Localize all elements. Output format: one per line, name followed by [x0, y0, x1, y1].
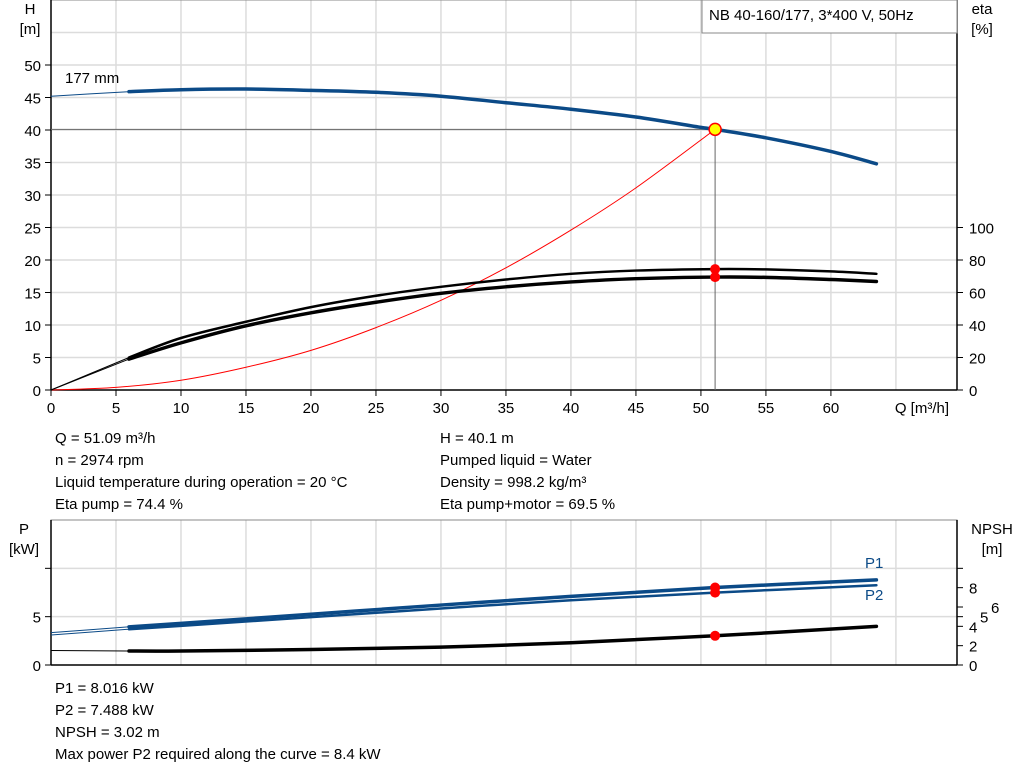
eta-pump-motor-point	[710, 272, 721, 283]
eta-pump-motor-curve	[127, 275, 879, 361]
y-axis-label: [m]	[20, 21, 41, 38]
y-right-tick-label: 40	[969, 318, 986, 335]
y-right-axis-label: eta	[972, 1, 994, 18]
info-top-right: H = 40.1 m Pumped liquid = Water Density…	[440, 428, 615, 516]
y-axis-label: H	[25, 1, 36, 18]
y-tick-label: 25	[24, 221, 41, 238]
x-tick-label: 30	[433, 400, 450, 417]
info-p2: P2 = 7.488 kW	[55, 702, 154, 719]
npsh-axis-label: NPSH	[971, 521, 1013, 538]
duty-point	[708, 122, 722, 137]
info-npsh: NPSH = 3.02 m	[55, 724, 160, 741]
x-tick-label: 55	[758, 400, 775, 417]
npsh-axis-label: [m]	[982, 541, 1003, 558]
x-tick-label: 5	[112, 400, 120, 417]
y-right-tick-label: 20	[969, 351, 986, 368]
y-tick-label: 0	[33, 658, 41, 675]
y-tick-label: 35	[24, 156, 41, 173]
info-p1: P1 = 8.016 kW	[55, 680, 154, 697]
info-top-left: Q = 51.09 m³/h n = 2974 rpm Liquid tempe…	[55, 428, 347, 516]
info-eta-pump-motor: Eta pump+motor = 69.5 %	[440, 496, 616, 513]
info-flow: Q = 51.09 m³/h	[55, 430, 156, 447]
info-bottom: P1 = 8.016 kW P2 = 7.488 kW NPSH = 3.02 …	[55, 678, 381, 766]
system-curve	[50, 128, 716, 391]
y-right-tick-label: 8	[969, 581, 977, 598]
x-tick-label: 40	[563, 400, 580, 417]
p2-curve-thin	[50, 628, 130, 636]
info-density: Density = 998.2 kg/m³	[440, 474, 587, 491]
y-right-tick-label: 0	[969, 383, 977, 400]
x-tick-label: 10	[173, 400, 190, 417]
y-right-tick-label: 5	[980, 610, 988, 627]
p2-label: P2	[865, 587, 883, 604]
eta-pump-motor-curve-thin	[50, 358, 130, 391]
info-speed: n = 2974 rpm	[55, 452, 144, 469]
x-tick-label: 0	[47, 400, 55, 417]
impeller-diameter-label: 177 mm	[65, 70, 119, 87]
y-right-tick-label: 2	[969, 639, 977, 656]
p1-curve-thin	[50, 626, 130, 634]
x-tick-label: 35	[498, 400, 515, 417]
y-right-axis-label: [%]	[971, 21, 993, 38]
info-head: H = 40.1 m	[440, 430, 514, 447]
p2-point	[710, 587, 721, 598]
x-axis-label: Q [m³/h]	[895, 400, 949, 417]
x-tick-label: 50	[693, 400, 710, 417]
y-right-tick-label: 60	[969, 286, 986, 303]
y-tick-label: 5	[33, 610, 41, 627]
y-tick-label: 20	[24, 253, 41, 270]
y-tick-label: 5	[33, 351, 41, 368]
y-right-tick-label: 0	[969, 658, 977, 675]
y-tick-label: 50	[24, 58, 41, 75]
x-tick-label: 15	[238, 400, 255, 417]
eta-pump-curve	[127, 267, 878, 359]
y-right-tick-label: 80	[969, 253, 986, 270]
p-axis-label: P	[19, 521, 29, 538]
info-eta-pump: Eta pump = 74.4 %	[55, 496, 183, 513]
x-tick-label: 20	[303, 400, 320, 417]
y-tick-label: 15	[24, 286, 41, 303]
x-tick-label: 60	[823, 400, 840, 417]
y-right-tick-label: 100	[969, 221, 994, 238]
x-tick-label: 25	[368, 400, 385, 417]
y-tick-label: 0	[33, 383, 41, 400]
chart-title: NB 40-160/177, 3*400 V, 50Hz	[709, 7, 914, 24]
x-tick-label: 45	[628, 400, 645, 417]
title-box	[701, 0, 958, 34]
info-max-power: Max power P2 required along the curve = …	[55, 746, 381, 763]
y-right-tick-label: 6	[991, 600, 999, 617]
y-tick-label: 45	[24, 91, 41, 108]
head-curve-thin	[50, 91, 130, 97]
npsh-curve	[127, 624, 879, 653]
y-tick-label: 10	[24, 318, 41, 335]
p2-curve	[127, 584, 878, 631]
plot-frame	[50, 519, 958, 666]
y-tick-label: 30	[24, 188, 41, 205]
eta-pump-point	[710, 264, 721, 275]
info-liquid: Pumped liquid = Water	[440, 452, 592, 469]
y-tick-label: 40	[24, 123, 41, 140]
npsh-point	[710, 630, 721, 641]
y-right-tick-label: 4	[969, 619, 977, 636]
p-axis-label: [kW]	[9, 541, 39, 558]
p1-label: P1	[865, 555, 883, 572]
info-temperature: Liquid temperature during operation = 20…	[55, 474, 348, 491]
head-curve	[127, 87, 879, 166]
